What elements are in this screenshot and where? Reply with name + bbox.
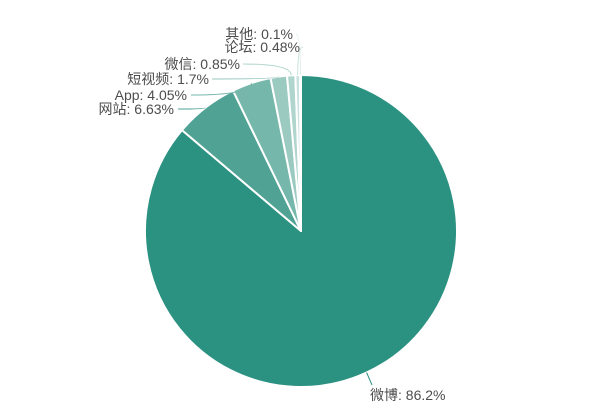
slice-label-其他: 其他: 0.1% <box>225 26 293 42</box>
label-line-论坛 <box>297 46 304 76</box>
label-line-其他 <box>295 33 301 76</box>
label-line-App <box>190 82 252 96</box>
label-lines-group <box>177 33 373 386</box>
slice-label-微信: 微信: 0.85% <box>165 56 240 72</box>
label-line-网站 <box>177 107 206 110</box>
label-line-微博 <box>366 372 373 386</box>
label-line-短视频 <box>211 76 280 80</box>
pie-slice-其他[interactable] <box>299 73 302 232</box>
slice-labels-group: 微博: 86.2% 网站: 6.63%App: 4.05%短视频: 1.7%微信:… <box>99 26 446 403</box>
slice-label-网站: 网站: 6.63% <box>99 101 174 117</box>
slice-label-App: App: 4.05% <box>115 87 187 103</box>
slice-label-微博: 微博: 86.2% <box>370 387 445 403</box>
label-line-微信 <box>242 63 292 76</box>
slice-label-论坛: 论坛: 0.48% <box>225 39 300 55</box>
pie-slices-group <box>144 73 458 388</box>
slice-label-短视频: 短视频: 1.7% <box>127 71 209 87</box>
